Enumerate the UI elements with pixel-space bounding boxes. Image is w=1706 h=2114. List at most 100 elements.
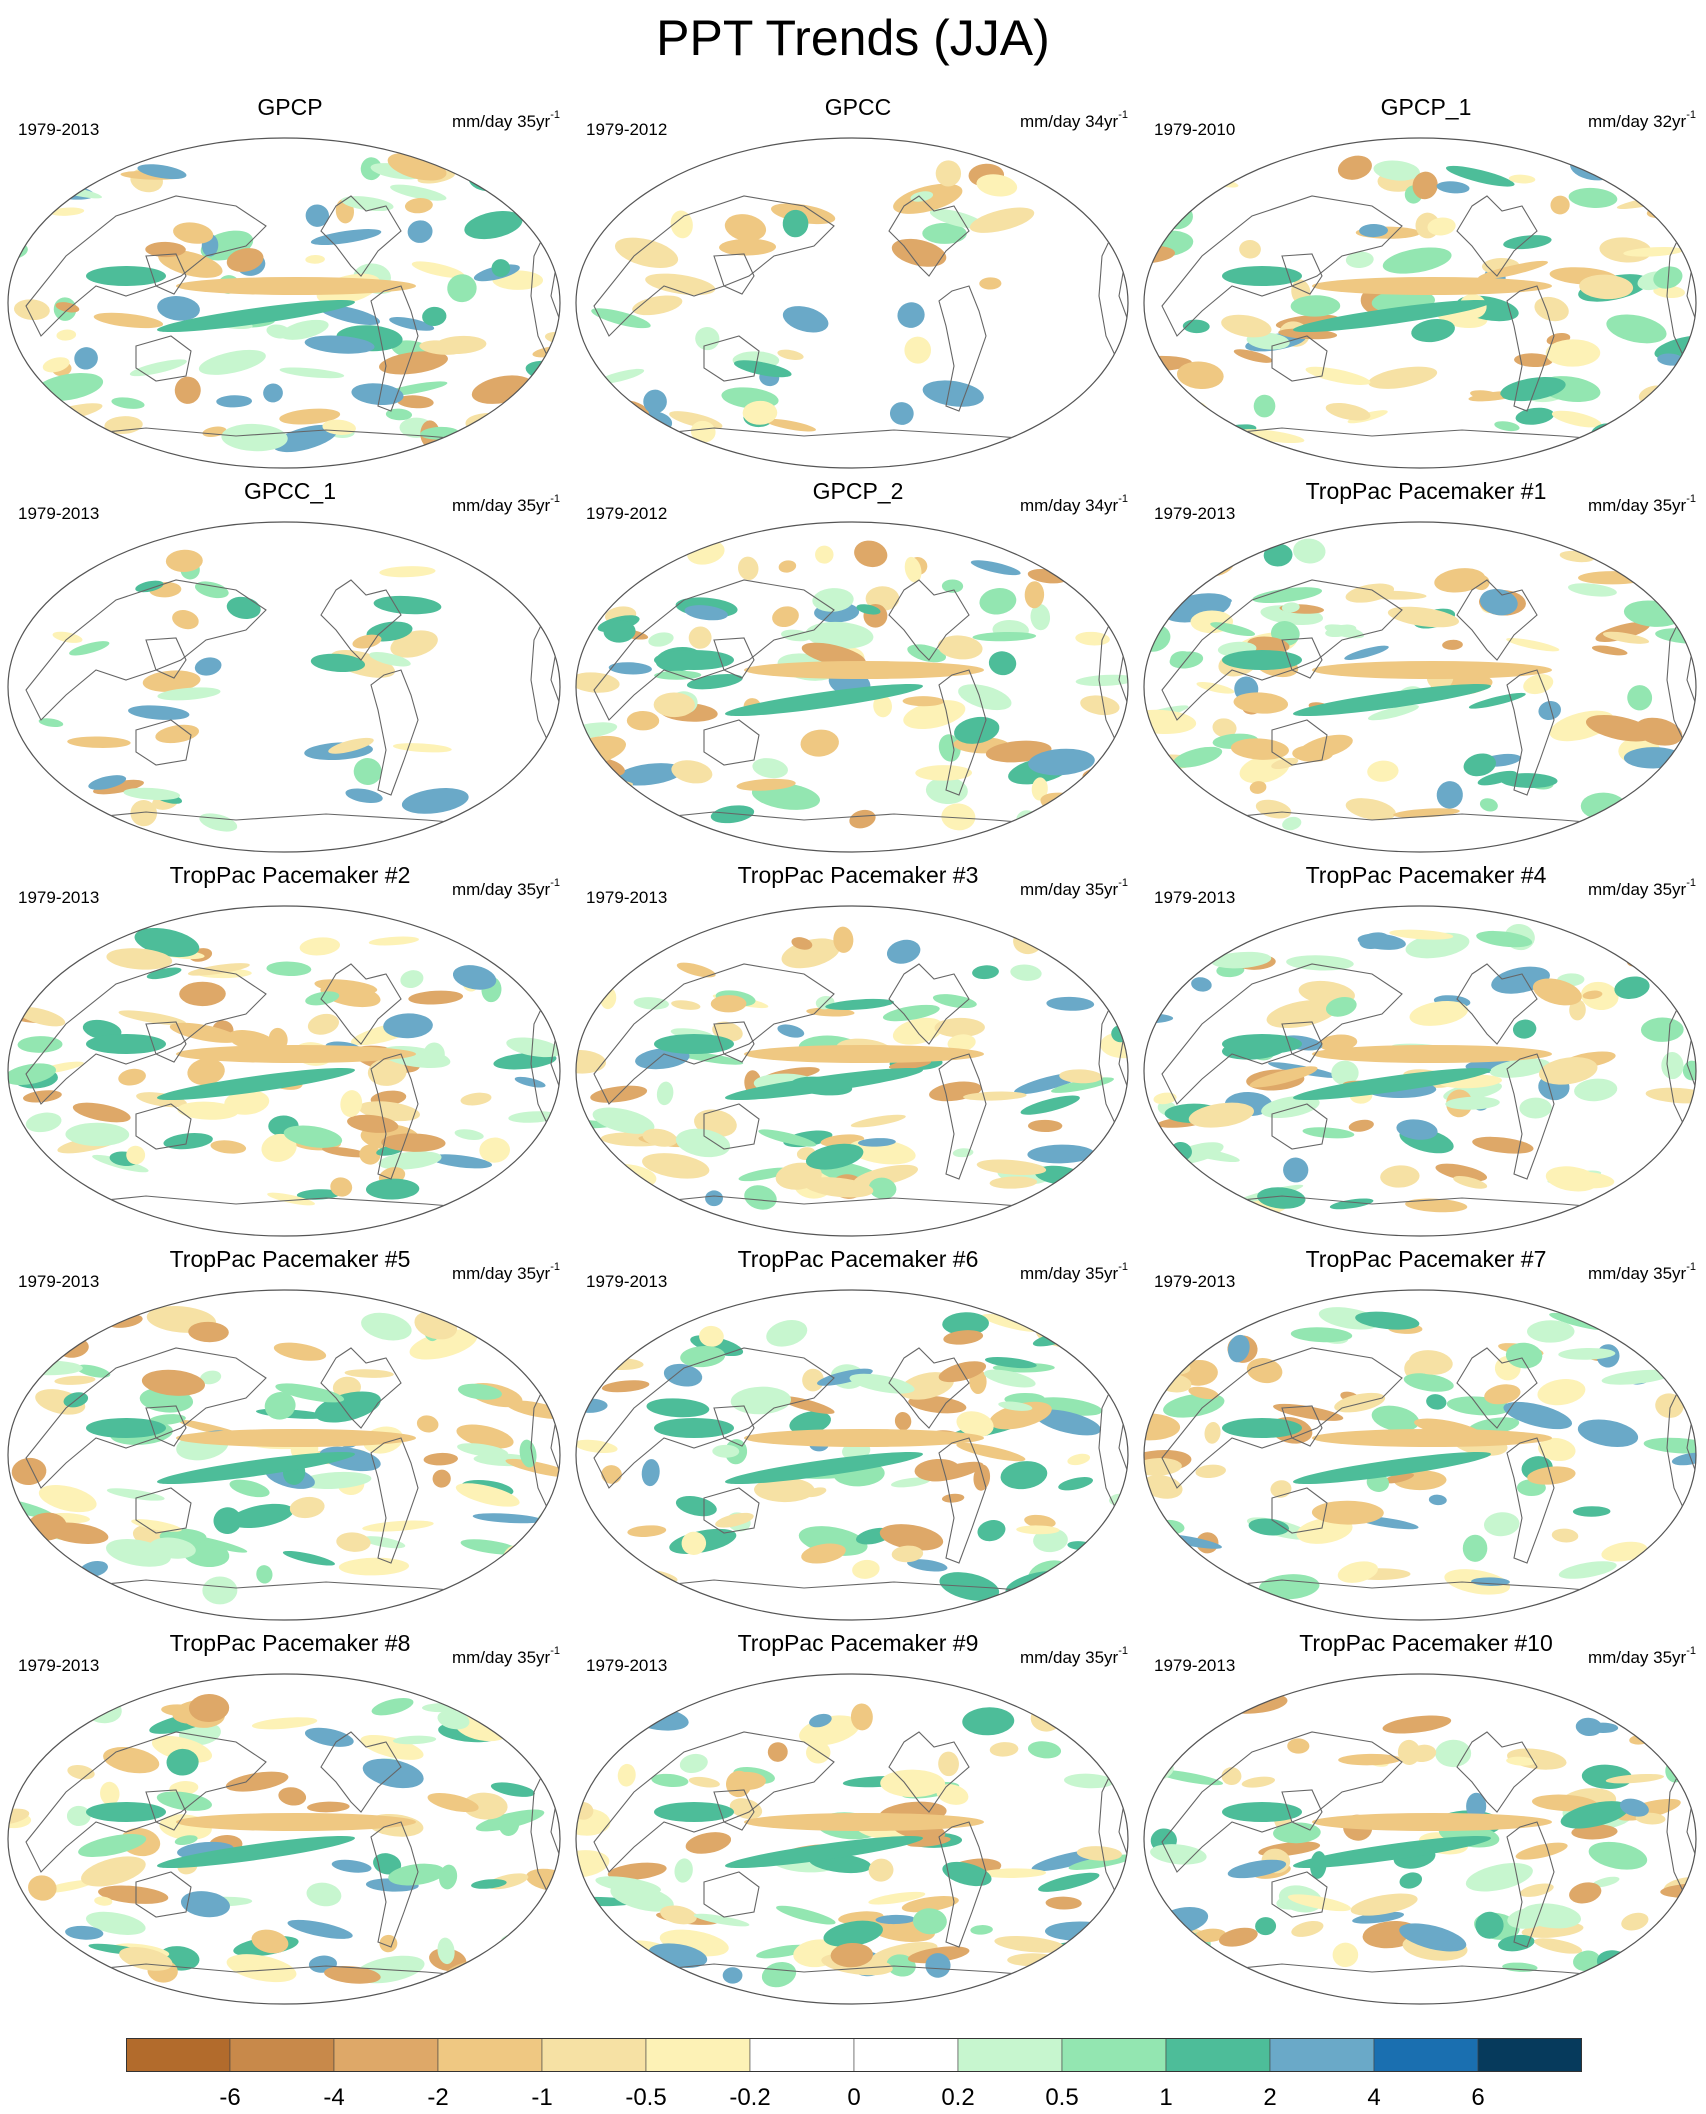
colorbar-swatch	[126, 2038, 231, 2072]
colorbar-swatch	[1269, 2038, 1375, 2072]
panel-period: 1979-2013	[1154, 504, 1236, 523]
panel-title: TropPac Pacemaker #5	[169, 1246, 411, 1272]
panel-title: TropPac Pacemaker #6	[737, 1246, 979, 1272]
panel-units: mm/day 35yr-1	[1587, 877, 1696, 899]
panel-title: GPCP_1	[1380, 94, 1472, 120]
colorbar-tick-label: 1	[1159, 2084, 1173, 2111]
panel-title: TropPac Pacemaker #4	[1305, 862, 1547, 888]
trend-map	[1143, 521, 1697, 853]
trend-map	[7, 137, 561, 469]
panel-title: TropPac Pacemaker #1	[1305, 478, 1547, 504]
panel-title: GPCP	[257, 94, 323, 120]
panel-period: 1979-2013	[1154, 888, 1236, 907]
trend-map	[575, 137, 1129, 469]
trend-map	[1143, 1289, 1697, 1621]
colorbar-tick-label: -0.2	[729, 2084, 771, 2111]
map-panel: GPCP_2 1979-2012 mm/day 34yr-1	[574, 476, 1142, 860]
panel-period: 1979-2013	[1154, 1656, 1236, 1675]
colorbar-swatch	[229, 2038, 335, 2072]
figure-title: PPT Trends (JJA)	[656, 10, 1050, 66]
colorbar-tick-label: 6	[1471, 2084, 1485, 2111]
panel-period: 1979-2013	[586, 1272, 668, 1291]
panel-period: 1979-2013	[18, 504, 100, 523]
colorbar-tick-label: 2	[1263, 2084, 1277, 2111]
panel-units: mm/day 35yr-1	[1587, 1261, 1696, 1283]
panel-title: GPCC	[824, 94, 892, 120]
map-panel: TropPac Pacemaker #6 1979-2013 mm/day 35yr…	[574, 1244, 1142, 1628]
map-panel: GPCC 1979-2012 mm/day 34yr-1	[574, 92, 1142, 476]
colorbar-labels: -6 -4 -2 -1 -0.5 -0.2 0 0.2 0.5 1 2 4 6	[0, 2084, 1706, 2114]
panel-period: 1979-2013	[18, 1272, 100, 1291]
map-panel: TropPac Pacemaker #9 1979-2013 mm/day 35yr…	[574, 1628, 1142, 2012]
map-panel: TropPac Pacemaker #4 1979-2013 mm/day 35yr…	[1142, 860, 1706, 1244]
panel-title: TropPac Pacemaker #7	[1305, 1246, 1547, 1272]
panel-title: TropPac Pacemaker #3	[737, 862, 979, 888]
panel-period: 1979-2013	[18, 888, 100, 907]
map-panel: GPCP 1979-2013 mm/day 35yr-1	[6, 92, 574, 476]
panel-units: mm/day 35yr-1	[1587, 1645, 1696, 1667]
trend-map	[1143, 1673, 1697, 2005]
panel-units: mm/day 35yr-1	[1019, 1261, 1128, 1283]
trend-map	[7, 521, 561, 853]
colorbar-tick-label: -2	[427, 2084, 449, 2111]
trend-map	[7, 1289, 561, 1621]
panel-title: GPCP_2	[812, 478, 904, 504]
map-panel: TropPac Pacemaker #5 1979-2013 mm/day 35yr…	[6, 1244, 574, 1628]
colorbar-swatch	[541, 2038, 647, 2072]
panel-title: TropPac Pacemaker #10	[1299, 1630, 1553, 1656]
colorbar-tick-label: 0.2	[941, 2084, 975, 2111]
panel-period: 1979-2012	[586, 120, 668, 139]
trend-map	[575, 905, 1129, 1237]
map-panel: TropPac Pacemaker #2 1979-2013 mm/day 35yr…	[6, 860, 574, 1244]
map-panel: TropPac Pacemaker #7 1979-2013 mm/day 35yr…	[1142, 1244, 1706, 1628]
panel-title: TropPac Pacemaker #9	[737, 1630, 979, 1656]
panel-title: TropPac Pacemaker #2	[169, 862, 411, 888]
panel-units: mm/day 35yr-1	[1019, 877, 1128, 899]
panel-period: 1979-2012	[586, 504, 668, 523]
panel-units: mm/day 34yr-1	[1019, 109, 1128, 131]
colorbar	[126, 2038, 1582, 2072]
trend-map	[1143, 905, 1697, 1237]
panel-units: mm/day 35yr-1	[451, 1261, 560, 1283]
panel-period: 1979-2013	[18, 120, 100, 139]
colorbar-swatch	[437, 2038, 543, 2072]
panel-units: mm/day 35yr-1	[1587, 493, 1696, 515]
colorbar-swatch	[853, 2038, 959, 2072]
colorbar-tick-label: 4	[1367, 2084, 1381, 2111]
panel-units: mm/day 35yr-1	[451, 877, 560, 899]
colorbar-tick-label: -4	[323, 2084, 345, 2111]
panel-period: 1979-2013	[586, 1656, 668, 1675]
panel-period: 1979-2010	[1154, 120, 1236, 139]
panel-units: mm/day 32yr-1	[1587, 109, 1696, 131]
map-panel: TropPac Pacemaker #8 1979-2013 mm/day 35yr…	[6, 1628, 574, 2012]
map-panel: GPCP_1 1979-2010 mm/day 32yr-1	[1142, 92, 1706, 476]
colorbar-swatch	[1165, 2038, 1271, 2072]
colorbar-tick-label: -0.5	[625, 2084, 667, 2111]
colorbar-swatch	[1373, 2038, 1479, 2072]
colorbar-swatch	[957, 2038, 1063, 2072]
map-panel: GPCC_1 1979-2013 mm/day 35yr-1	[6, 476, 574, 860]
panel-title: GPCC_1	[243, 478, 337, 504]
panel-period: 1979-2013	[18, 1656, 100, 1675]
colorbar-swatch	[333, 2038, 439, 2072]
panel-units: mm/day 35yr-1	[451, 1645, 560, 1667]
trend-map	[1143, 137, 1697, 469]
panel-units: mm/day 35yr-1	[451, 109, 560, 131]
panel-units: mm/day 35yr-1	[451, 493, 560, 515]
colorbar-swatch	[749, 2038, 855, 2072]
colorbar-tick-label: -1	[531, 2084, 553, 2111]
panel-units: mm/day 35yr-1	[1019, 1645, 1128, 1667]
colorbar-tick-label: 0	[847, 2084, 861, 2111]
colorbar-swatch	[1477, 2038, 1582, 2072]
colorbar-tick-label: -6	[219, 2084, 241, 2111]
trend-map	[7, 1673, 561, 2005]
map-panel: TropPac Pacemaker #10 1979-2013 mm/day 35y…	[1142, 1628, 1706, 2012]
colorbar-tick-label: 0.5	[1045, 2084, 1079, 2111]
panel-period: 1979-2013	[1154, 1272, 1236, 1291]
trend-map	[7, 905, 561, 1237]
panel-title: TropPac Pacemaker #8	[169, 1630, 411, 1656]
panel-period: 1979-2013	[586, 888, 668, 907]
trend-map	[575, 1289, 1129, 1621]
panel-units: mm/day 34yr-1	[1019, 493, 1128, 515]
colorbar-swatch	[1061, 2038, 1167, 2072]
